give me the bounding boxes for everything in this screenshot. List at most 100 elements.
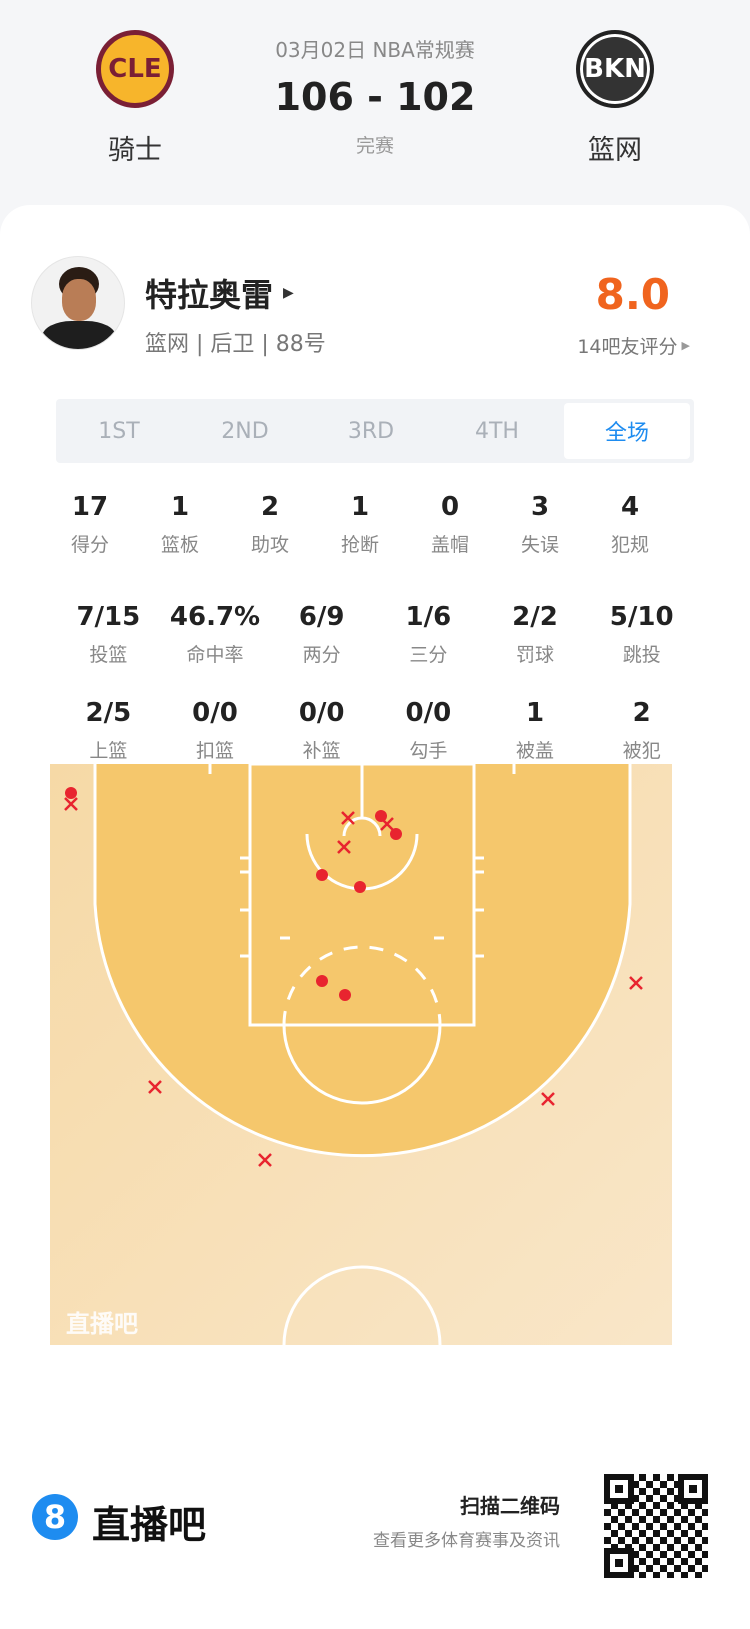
stat-cell: 6/9 两分 [268,602,375,667]
match-date-league: 03月02日 NBA常规赛 [275,38,475,62]
stat-value: 1 [170,492,190,522]
rating-link[interactable]: 14吧友评分 ▶ [577,332,690,359]
made-shot [65,787,77,799]
missed-shot [64,797,78,811]
stat-label: 跳投 [622,644,661,666]
stat-label: 被盖 [516,740,555,762]
tab-2nd[interactable]: 2ND [221,418,269,444]
stat-label: 犯规 [610,534,649,556]
stat-cell: 1 被盖 [482,698,589,763]
missed-shot [148,1080,162,1094]
made-shot [375,810,387,822]
stat-value: 6/9 [298,602,345,632]
missed-shot [258,1153,272,1167]
caret-right-icon: ▶ [283,285,294,301]
caret-right-icon: ▶ [681,339,690,352]
stat-label: 两分 [302,644,341,666]
stat-label: 罚球 [516,644,555,666]
stat-value: 0 [440,492,460,522]
stat-cell: 5/10 跳投 [588,602,695,667]
player-name: 特拉奥雷 [145,276,274,314]
watermark: 直播吧 [66,1310,138,1338]
player-avatar[interactable] [31,256,125,350]
stat-cell: 1/6 三分 [375,602,482,667]
stats-row-shot-types: 2/5 上篮 0/0 扣篮 0/0 补篮 0/0 勾手 1 被盖 2 被犯 [55,698,695,763]
stat-value: 0/0 [298,698,345,728]
stat-value: 2/5 [85,698,132,728]
stat-value: 7/15 [76,602,141,632]
stat-cell: 7/15 投篮 [55,602,162,667]
stat-cell: 2/2 罚球 [482,602,589,667]
away-team[interactable]: BKN 篮网 [540,30,690,167]
stat-value: 1/6 [405,602,452,632]
tab-4th[interactable]: 4TH [475,418,519,444]
match-score: 106 - 102 [274,75,476,119]
restricted-arc [342,816,382,837]
stat-cell: 0 盖帽 [405,492,495,557]
made-shot [339,989,351,1001]
center-circle [282,1265,442,1345]
stat-value: 4 [620,492,640,522]
missed-shot [337,840,351,854]
made-shot [316,869,328,881]
player-name-link[interactable]: 特拉奥雷 ▶ [145,270,294,316]
stat-value: 1 [350,492,370,522]
missed-shot [341,811,355,825]
player-info: 篮网 | 后卫 | 88号 [145,332,326,357]
scan-title: 扫描二维码 [460,1494,560,1518]
stat-cell: 1 篮板 [135,492,225,557]
stat-label: 失误 [520,534,559,556]
stat-cell: 0/0 补篮 [268,698,375,763]
stat-cell: 2 助攻 [225,492,315,557]
tab-3rd[interactable]: 3RD [347,418,395,444]
made-shot [390,828,402,840]
stats-row-shooting: 7/15 投篮 46.7% 命中率 6/9 两分 1/6 三分 2/2 罚球 5/10 跳投 [55,602,695,667]
stat-cell: 0/0 勾手 [375,698,482,763]
three-point-area [95,764,630,1156]
made-shot [316,975,328,987]
away-team-logo: BKN [576,30,654,108]
brand-name: 直播吧 [92,1503,207,1547]
stat-cell: 3 失误 [495,492,585,557]
stat-cell: 17 得分 [45,492,135,557]
stat-label: 勾手 [409,740,448,762]
stat-label: 盖帽 [430,534,469,556]
paint [248,764,476,1027]
stat-value: 5/10 [609,602,674,632]
away-team-name: 篮网 [588,135,642,166]
stat-value: 2/2 [512,602,558,632]
stat-cell: 2 被犯 [588,698,695,763]
missed-shot [541,1092,555,1106]
stats-row-basic: 17 得分 1 篮板 2 助攻 1 抢断 0 盖帽 3 失误 4 犯规 [45,492,675,557]
rating-label: 14吧友评分 [577,336,678,358]
stat-value: 17 [71,492,109,522]
missed-shot [380,817,394,831]
home-team[interactable]: CLE 骑士 [60,30,210,167]
player-rating: 8.0 [595,270,670,319]
stat-label: 抢断 [340,534,379,556]
shot-chart: 直播吧 [50,764,672,1345]
stat-value: 2 [260,492,280,522]
stat-value: 3 [530,492,550,522]
free-throw-circle-lower [282,1024,442,1105]
tab-full-game[interactable]: 全场 [564,403,690,459]
missed-shot [629,976,643,990]
stat-value: 2 [632,698,651,728]
stat-label: 上篮 [89,740,128,762]
home-team-name: 骑士 [108,135,162,166]
made-shot [354,881,366,893]
stat-cell: 1 抢断 [315,492,405,557]
tab-1st[interactable]: 1ST [98,418,140,444]
scan-subtitle: 查看更多体育赛事及资讯 [373,1531,560,1551]
stat-label: 补篮 [302,740,341,762]
stat-value: 0/0 [405,698,452,728]
stat-label: 命中率 [186,644,244,666]
stat-cell: 0/0 扣篮 [162,698,269,763]
stat-cell: 4 犯规 [585,492,675,557]
match-status: 完赛 [355,135,394,157]
stat-value: 0/0 [192,698,238,728]
qr-code[interactable] [600,1470,712,1582]
stat-label: 三分 [409,644,448,666]
stat-cell: 2/5 上篮 [55,698,162,763]
stat-label: 被犯 [622,740,661,762]
